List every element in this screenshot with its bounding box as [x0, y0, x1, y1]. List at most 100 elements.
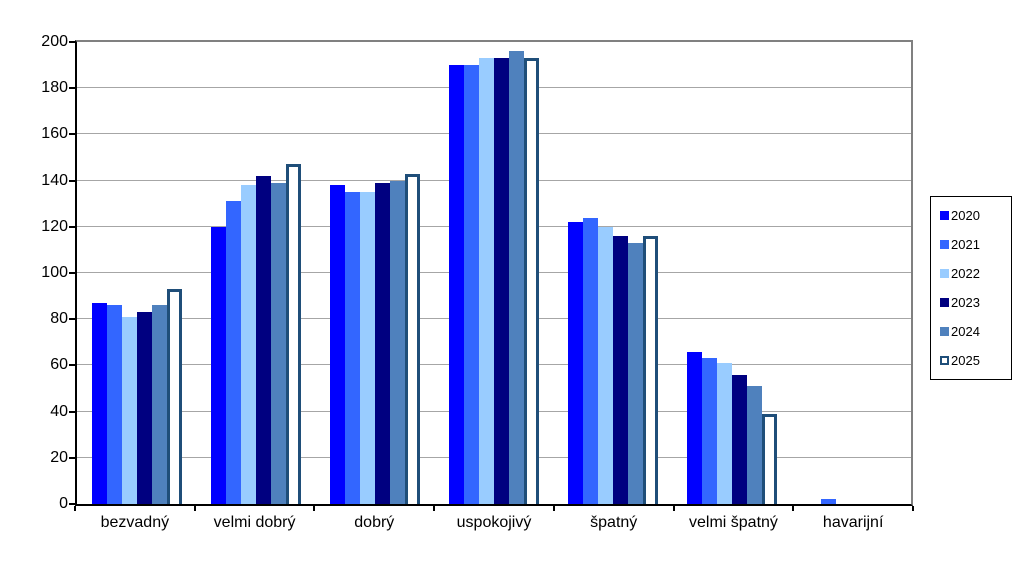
y-tick-mark [69, 456, 75, 459]
category-group-2 [196, 42, 315, 504]
bar-2022 [478, 58, 494, 504]
bar-2024 [508, 51, 524, 504]
legend-label: 2020 [951, 208, 980, 223]
legend-entry-2022: 2022 [940, 267, 1011, 280]
y-tick-label: 0 [59, 495, 68, 512]
y-tick-mark [69, 41, 75, 43]
category-label: uspokojivý [456, 514, 532, 531]
plot-area [75, 40, 913, 506]
legend-label: 2024 [951, 324, 980, 339]
x-tick-mark [74, 506, 76, 511]
bar-2022 [717, 363, 733, 504]
bar-2022 [121, 316, 137, 504]
bar-2020 [329, 185, 345, 504]
category-group-7 [792, 42, 911, 504]
bar-2023 [255, 175, 271, 504]
bar-2020 [448, 65, 464, 504]
bars-container [77, 42, 911, 504]
bar-2025 [762, 413, 778, 504]
category-label: dobrý [354, 514, 395, 531]
y-tick-mark [69, 503, 75, 505]
legend-entry-2023: 2023 [940, 296, 1011, 309]
y-tick-mark [69, 410, 75, 413]
y-tick-label: 120 [41, 217, 68, 235]
bar-2021 [344, 192, 360, 504]
bar-2021 [821, 499, 837, 504]
bar-2025 [643, 236, 659, 504]
legend-swatch-icon [940, 298, 949, 307]
bar-2023 [374, 182, 390, 504]
bar-2024 [151, 305, 167, 504]
x-tick-mark [912, 506, 914, 511]
y-tick-mark [69, 364, 75, 367]
y-tick-label: 140 [41, 171, 68, 189]
legend-entry-2025: 2025 [940, 354, 1011, 367]
legend-entry-2021: 2021 [940, 238, 1011, 251]
bar-2025 [166, 289, 182, 504]
category-label: havarijní [822, 514, 884, 531]
y-tick-mark [69, 272, 75, 274]
category-label: bezvadný [100, 514, 170, 531]
category-group-5 [554, 42, 673, 504]
legend-swatch-icon [940, 240, 949, 249]
x-tick-mark [433, 506, 436, 511]
y-tick-label: 200 [41, 33, 68, 50]
bar-2024 [628, 242, 644, 504]
legend-label: 2021 [951, 237, 980, 252]
bar-2021 [225, 201, 241, 504]
x-tick-mark [792, 506, 795, 511]
x-tick-mark [672, 506, 675, 511]
legend-entry-2024: 2024 [940, 325, 1011, 338]
y-tick-label: 20 [50, 448, 68, 466]
y-tick-label: 180 [41, 79, 68, 97]
bar-2025 [285, 164, 301, 504]
bar-2020 [568, 222, 584, 504]
bar-2021 [583, 217, 599, 504]
bar-2023 [732, 374, 748, 504]
bar-2020 [687, 351, 703, 504]
bar-2025 [404, 173, 420, 504]
y-tick-label: 100 [41, 264, 68, 281]
category-label: špatný [590, 514, 638, 531]
category-group-4 [434, 42, 553, 504]
category-group-6 [673, 42, 792, 504]
category-group-1 [77, 42, 196, 504]
legend-swatch-icon [940, 211, 949, 220]
bar-2021 [106, 305, 122, 504]
y-tick-mark [69, 179, 75, 182]
bar-2023 [493, 58, 509, 504]
bar-2020 [210, 226, 226, 504]
bar-2023 [613, 236, 629, 504]
bar-2020 [91, 303, 107, 504]
x-tick-mark [552, 506, 555, 511]
legend-label: 2022 [951, 266, 980, 281]
x-tick-mark [193, 506, 196, 511]
y-tick-mark [69, 225, 75, 228]
bar-2025 [523, 58, 539, 504]
category-label: velmi dobrý [213, 514, 296, 531]
bar-2023 [136, 312, 152, 504]
bar-2022 [240, 185, 256, 504]
bar-2024 [270, 182, 286, 504]
legend-entry-2020: 2020 [940, 209, 1011, 222]
legend-swatch-icon [940, 327, 949, 336]
legend: 2020 2021 2022 2023 2024 2025 [930, 196, 1012, 380]
bar-2024 [389, 180, 405, 504]
bar-2022 [359, 192, 375, 504]
bar-2024 [747, 386, 763, 504]
legend-label: 2025 [951, 353, 980, 368]
y-tick-mark [69, 133, 75, 136]
x-tick-mark [313, 506, 316, 511]
y-tick-label: 40 [50, 402, 68, 420]
x-axis-category-labels: bezvadný velmi dobrý dobrý uspokojivý špatný… [75, 514, 913, 532]
bar-2021 [463, 65, 479, 504]
bar-2022 [598, 226, 614, 504]
category-group-3 [315, 42, 434, 504]
y-tick-mark [69, 87, 75, 90]
legend-label: 2023 [951, 295, 980, 310]
y-tick-label: 60 [50, 356, 68, 374]
y-tick-label: 160 [41, 125, 68, 143]
legend-swatch-icon [940, 269, 949, 278]
category-label: velmi špatný [688, 514, 778, 531]
